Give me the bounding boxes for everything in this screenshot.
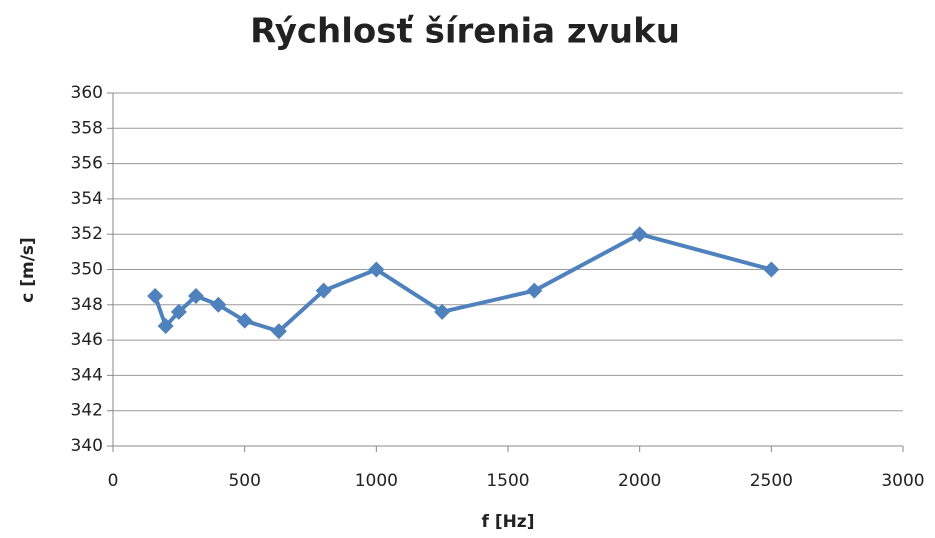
y-tick-label: 346 — [71, 330, 103, 350]
marker — [434, 303, 451, 320]
marker — [631, 226, 648, 243]
y-tick-label: 340 — [71, 436, 103, 456]
y-tick-label: 350 — [71, 260, 103, 280]
x-axis-label: f [Hz] — [482, 512, 535, 532]
y-tick-label: 348 — [71, 295, 103, 315]
marker — [526, 282, 543, 299]
x-tick-label: 3000 — [881, 471, 924, 491]
y-tick-label: 358 — [71, 118, 103, 138]
marker — [170, 303, 187, 320]
y-axis-label: c [m/s] — [18, 237, 38, 303]
marker — [368, 261, 385, 278]
y-tick-label: 344 — [71, 365, 103, 385]
y-tick-label: 342 — [71, 401, 103, 421]
x-tick-label: 0 — [108, 471, 119, 491]
marker — [157, 317, 174, 334]
marker — [270, 323, 287, 340]
x-tick-label: 1000 — [355, 471, 398, 491]
marker — [763, 261, 780, 278]
chart-title: Rýchlosť šírenia zvuku — [250, 12, 680, 52]
y-tick-label: 352 — [71, 224, 103, 244]
x-tick-label: 2500 — [750, 471, 793, 491]
marker — [315, 282, 332, 299]
marker — [236, 312, 253, 329]
y-tick-label: 360 — [71, 83, 103, 103]
y-tick-label: 356 — [71, 154, 103, 174]
marker — [187, 287, 204, 304]
x-tick-label: 2000 — [618, 471, 661, 491]
marker — [147, 287, 164, 304]
x-tick-label: 500 — [228, 471, 260, 491]
x-tick-label: 1500 — [486, 471, 529, 491]
y-tick-label: 354 — [71, 189, 103, 209]
marker — [210, 296, 227, 313]
